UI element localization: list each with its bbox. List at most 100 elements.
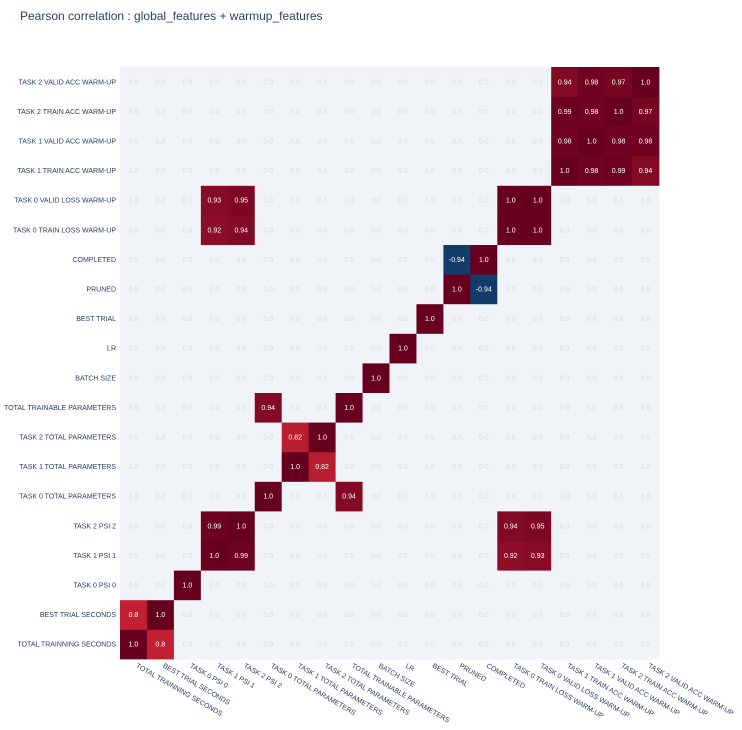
- heatmap-cell: [524, 451, 552, 482]
- cell-value-label: 0.0: [533, 257, 543, 264]
- cell-value-label: 0.0: [290, 168, 300, 175]
- cell-value-label: 0.0: [479, 375, 489, 382]
- cell-value-label: 0.0: [236, 109, 246, 116]
- cell-value-label: 0.0: [371, 612, 381, 619]
- cell-value-label: 0.0: [425, 168, 435, 175]
- heatmap-cell: [497, 274, 525, 305]
- heatmap-cell: [120, 363, 148, 393]
- cell-value-label: 0.0: [506, 494, 516, 501]
- heatmap-cell: [146, 244, 175, 275]
- heatmap-cell: [146, 155, 175, 186]
- cell-value-label: 0.0: [344, 523, 354, 530]
- cell-value-label: 0.98: [612, 139, 626, 146]
- heatmap-cell: [551, 511, 579, 541]
- y-tick-label: TASK 0 VALID LOSS WARM-UP: [14, 198, 116, 205]
- heatmap-cell: [443, 629, 471, 660]
- cell-value-label: 0.0: [641, 257, 651, 264]
- heatmap-cell: [551, 481, 579, 512]
- heatmap-cell: [254, 96, 283, 127]
- heatmap-cell: [632, 451, 660, 482]
- cell-value-label: 0.0: [587, 642, 597, 649]
- heatmap-cell: [120, 303, 148, 334]
- cell-value-label: 0.0: [560, 405, 570, 412]
- heatmap-cell: [362, 185, 390, 216]
- cell-value-label: 1.0: [560, 168, 570, 175]
- heatmap-cell: [389, 422, 417, 453]
- cell-value-label: 0.0: [371, 198, 381, 205]
- cell-value-label: 1.0: [479, 257, 489, 264]
- cell-value-label: 0.0: [263, 375, 273, 382]
- heatmap-cell: [281, 599, 310, 630]
- heatmap-cell: [497, 363, 525, 393]
- heatmap-cell: [308, 511, 336, 541]
- cell-value-label: 0.0: [506, 316, 516, 323]
- heatmap-cell: [524, 274, 552, 305]
- cell-value-label: 0.0: [425, 435, 435, 442]
- cell-value-label: 0.0: [156, 523, 166, 530]
- cell-value-label: 0.0: [641, 523, 651, 530]
- cell-value-label: 0.94: [234, 227, 248, 234]
- heatmap-cell: [308, 244, 336, 275]
- heatmap-cell: [120, 540, 148, 571]
- heatmap-cell: [524, 570, 552, 601]
- cell-value-label: 0.0: [344, 642, 354, 649]
- cell-value-label: 0.0: [614, 375, 624, 382]
- cell-value-label: 0.0: [156, 139, 166, 146]
- heatmap-cell: [632, 215, 660, 245]
- cell-value-label: 0.0: [641, 198, 651, 205]
- cell-value-label: 0.0: [425, 227, 435, 234]
- heatmap-cell: [362, 599, 390, 630]
- cell-value-label: 0.0: [587, 227, 597, 234]
- heatmap-cell: [416, 481, 444, 512]
- heatmap-cell: [254, 303, 283, 334]
- cell-value-label: 0.0: [236, 405, 246, 412]
- y-tick-label: TASK 2 PSI 2: [73, 523, 116, 530]
- heatmap-cell: [254, 451, 283, 482]
- heatmap-cell: [146, 96, 175, 127]
- cell-value-label: 0.0: [641, 405, 651, 412]
- y-tick-label: TASK 0 TRAIN LOSS WARM-UP: [13, 227, 116, 234]
- heatmap-cell: [389, 629, 417, 660]
- y-tick-label: TOTAL TRAINABLE PARAMETERS: [4, 405, 116, 412]
- cell-value-label: 0.0: [236, 257, 246, 264]
- cell-value-label: 0.0: [236, 316, 246, 323]
- cell-value-label: 0.0: [236, 435, 246, 442]
- heatmap-cell: [362, 67, 390, 97]
- heatmap-cell: [120, 599, 148, 630]
- cell-value-label: 0.0: [290, 257, 300, 264]
- heatmap-cell: [605, 333, 633, 364]
- heatmap-cell: [362, 126, 390, 157]
- cell-value-label: 0.0: [641, 494, 651, 501]
- heatmap-cell: [308, 333, 336, 364]
- cell-value-label: 0.0: [183, 79, 193, 86]
- heatmap-cell: [308, 303, 336, 334]
- cell-value-label: 0.0: [156, 494, 166, 501]
- heatmap-cell: [254, 333, 283, 364]
- heatmap-cell: [281, 215, 310, 245]
- cell-value-label: 0.0: [156, 168, 166, 175]
- cell-value-label: 0.0: [533, 168, 543, 175]
- cell-value-label: 0.0: [425, 198, 435, 205]
- cell-value-label: 0.0: [317, 375, 327, 382]
- cell-value-label: 0.0: [183, 168, 193, 175]
- heatmap-cell: [200, 244, 229, 275]
- cell-value-label: 0.0: [183, 612, 193, 619]
- heatmap-cell: [362, 96, 390, 127]
- heatmap-cell: [146, 392, 175, 423]
- cell-value-label: 0.0: [371, 435, 381, 442]
- heatmap-cell: [389, 599, 417, 630]
- heatmap-cell: [281, 422, 310, 453]
- cell-value-label: 0.0: [641, 612, 651, 619]
- heatmap-cell: [120, 96, 148, 127]
- heatmap-cell: [173, 451, 202, 482]
- cell-value-label: 0.0: [129, 198, 139, 205]
- heatmap-cell: [335, 126, 363, 157]
- cell-value-label: 0.0: [533, 494, 543, 501]
- cell-value-label: 0.0: [156, 405, 166, 412]
- cell-value-label: 0.0: [290, 79, 300, 86]
- heatmap-cell: [605, 126, 633, 157]
- cell-value-label: 0.0: [156, 464, 166, 471]
- heatmap-cell: [173, 422, 202, 453]
- heatmap-cell: [308, 392, 336, 423]
- cell-value-label: 0.0: [317, 405, 327, 412]
